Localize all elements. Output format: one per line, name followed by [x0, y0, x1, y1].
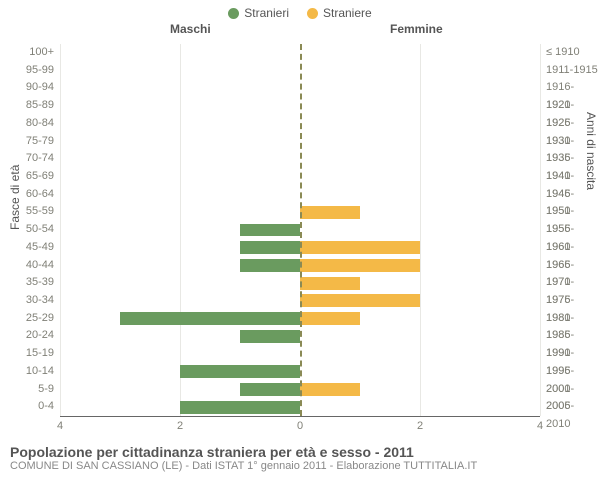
birth-label: 1996-2000	[540, 363, 598, 381]
age-label: 50-54	[2, 221, 60, 239]
age-label: 5-9	[2, 381, 60, 399]
birth-label: 1916-1920	[540, 79, 598, 97]
birth-label: 1986-1990	[540, 327, 598, 345]
age-label: 90-94	[2, 79, 60, 97]
birth-label: 1981-1985	[540, 310, 598, 328]
birth-label: 1921-1925	[540, 97, 598, 115]
birth-label: 2006-2010	[540, 398, 598, 416]
x-tick-label: 0	[297, 420, 303, 432]
footer-title: Popolazione per cittadinanza straniera p…	[10, 444, 590, 460]
age-label: 70-74	[2, 150, 60, 168]
legend-swatch-male	[228, 8, 239, 19]
age-label: 45-49	[2, 239, 60, 257]
bar-female	[300, 241, 420, 254]
birth-label: 2001-2005	[540, 381, 598, 399]
birth-label: 1956-1960	[540, 221, 598, 239]
bar-female	[300, 259, 420, 272]
age-label: 100+	[2, 44, 60, 62]
birth-label: 1941-1945	[540, 168, 598, 186]
x-tick-label: 2	[417, 420, 423, 432]
age-label: 60-64	[2, 186, 60, 204]
birth-label: 1966-1970	[540, 257, 598, 275]
bar-female	[300, 312, 360, 325]
header-female: Femmine	[390, 22, 443, 36]
birth-label: 1931-1935	[540, 133, 598, 151]
bar-female	[300, 294, 420, 307]
age-label: 10-14	[2, 363, 60, 381]
bar-male	[240, 259, 300, 272]
x-tick-label: 4	[57, 420, 63, 432]
age-label: 80-84	[2, 115, 60, 133]
age-label: 25-29	[2, 310, 60, 328]
legend-label-male: Stranieri	[244, 6, 289, 20]
legend-item-female: Straniere	[307, 6, 372, 20]
bar-male	[240, 224, 300, 237]
plot-area: 42024100+≤ 191095-991911-191590-941916-1…	[60, 44, 540, 417]
legend: Stranieri Straniere	[0, 0, 600, 22]
birth-label: 1911-1915	[540, 62, 598, 80]
bar-male	[120, 312, 300, 325]
x-tick-label: 4	[537, 420, 543, 432]
birth-label: 1936-1940	[540, 150, 598, 168]
age-label: 75-79	[2, 133, 60, 151]
birth-label: 1991-1995	[540, 345, 598, 363]
bar-male	[180, 365, 300, 378]
age-label: 40-44	[2, 257, 60, 275]
bar-male	[240, 330, 300, 343]
birth-label: 1971-1975	[540, 274, 598, 292]
column-headers: Maschi Femmine	[0, 22, 600, 40]
header-male: Maschi	[170, 22, 211, 36]
bar-female	[300, 206, 360, 219]
bar-male	[180, 401, 300, 414]
legend-swatch-female	[307, 8, 318, 19]
birth-label: 1926-1930	[540, 115, 598, 133]
x-tick-label: 2	[177, 420, 183, 432]
bar-female	[300, 277, 360, 290]
bar-female	[300, 383, 360, 396]
age-label: 20-24	[2, 327, 60, 345]
age-label: 0-4	[2, 398, 60, 416]
legend-item-male: Stranieri	[228, 6, 289, 20]
age-label: 15-19	[2, 345, 60, 363]
footer: Popolazione per cittadinanza straniera p…	[0, 440, 600, 472]
age-label: 95-99	[2, 62, 60, 80]
birth-label: 1951-1955	[540, 203, 598, 221]
zero-line	[300, 44, 302, 416]
footer-subtitle: COMUNE DI SAN CASSIANO (LE) - Dati ISTAT…	[10, 460, 590, 472]
age-label: 55-59	[2, 203, 60, 221]
chart: Fasce di età Anni di nascita 42024100+≤ …	[0, 40, 600, 440]
birth-label: 1946-1950	[540, 186, 598, 204]
birth-label: ≤ 1910	[540, 44, 598, 62]
age-label: 85-89	[2, 97, 60, 115]
legend-label-female: Straniere	[323, 6, 372, 20]
age-label: 30-34	[2, 292, 60, 310]
bar-male	[240, 241, 300, 254]
age-label: 65-69	[2, 168, 60, 186]
age-label: 35-39	[2, 274, 60, 292]
birth-label: 1961-1965	[540, 239, 598, 257]
birth-label: 1976-1980	[540, 292, 598, 310]
bar-male	[240, 383, 300, 396]
